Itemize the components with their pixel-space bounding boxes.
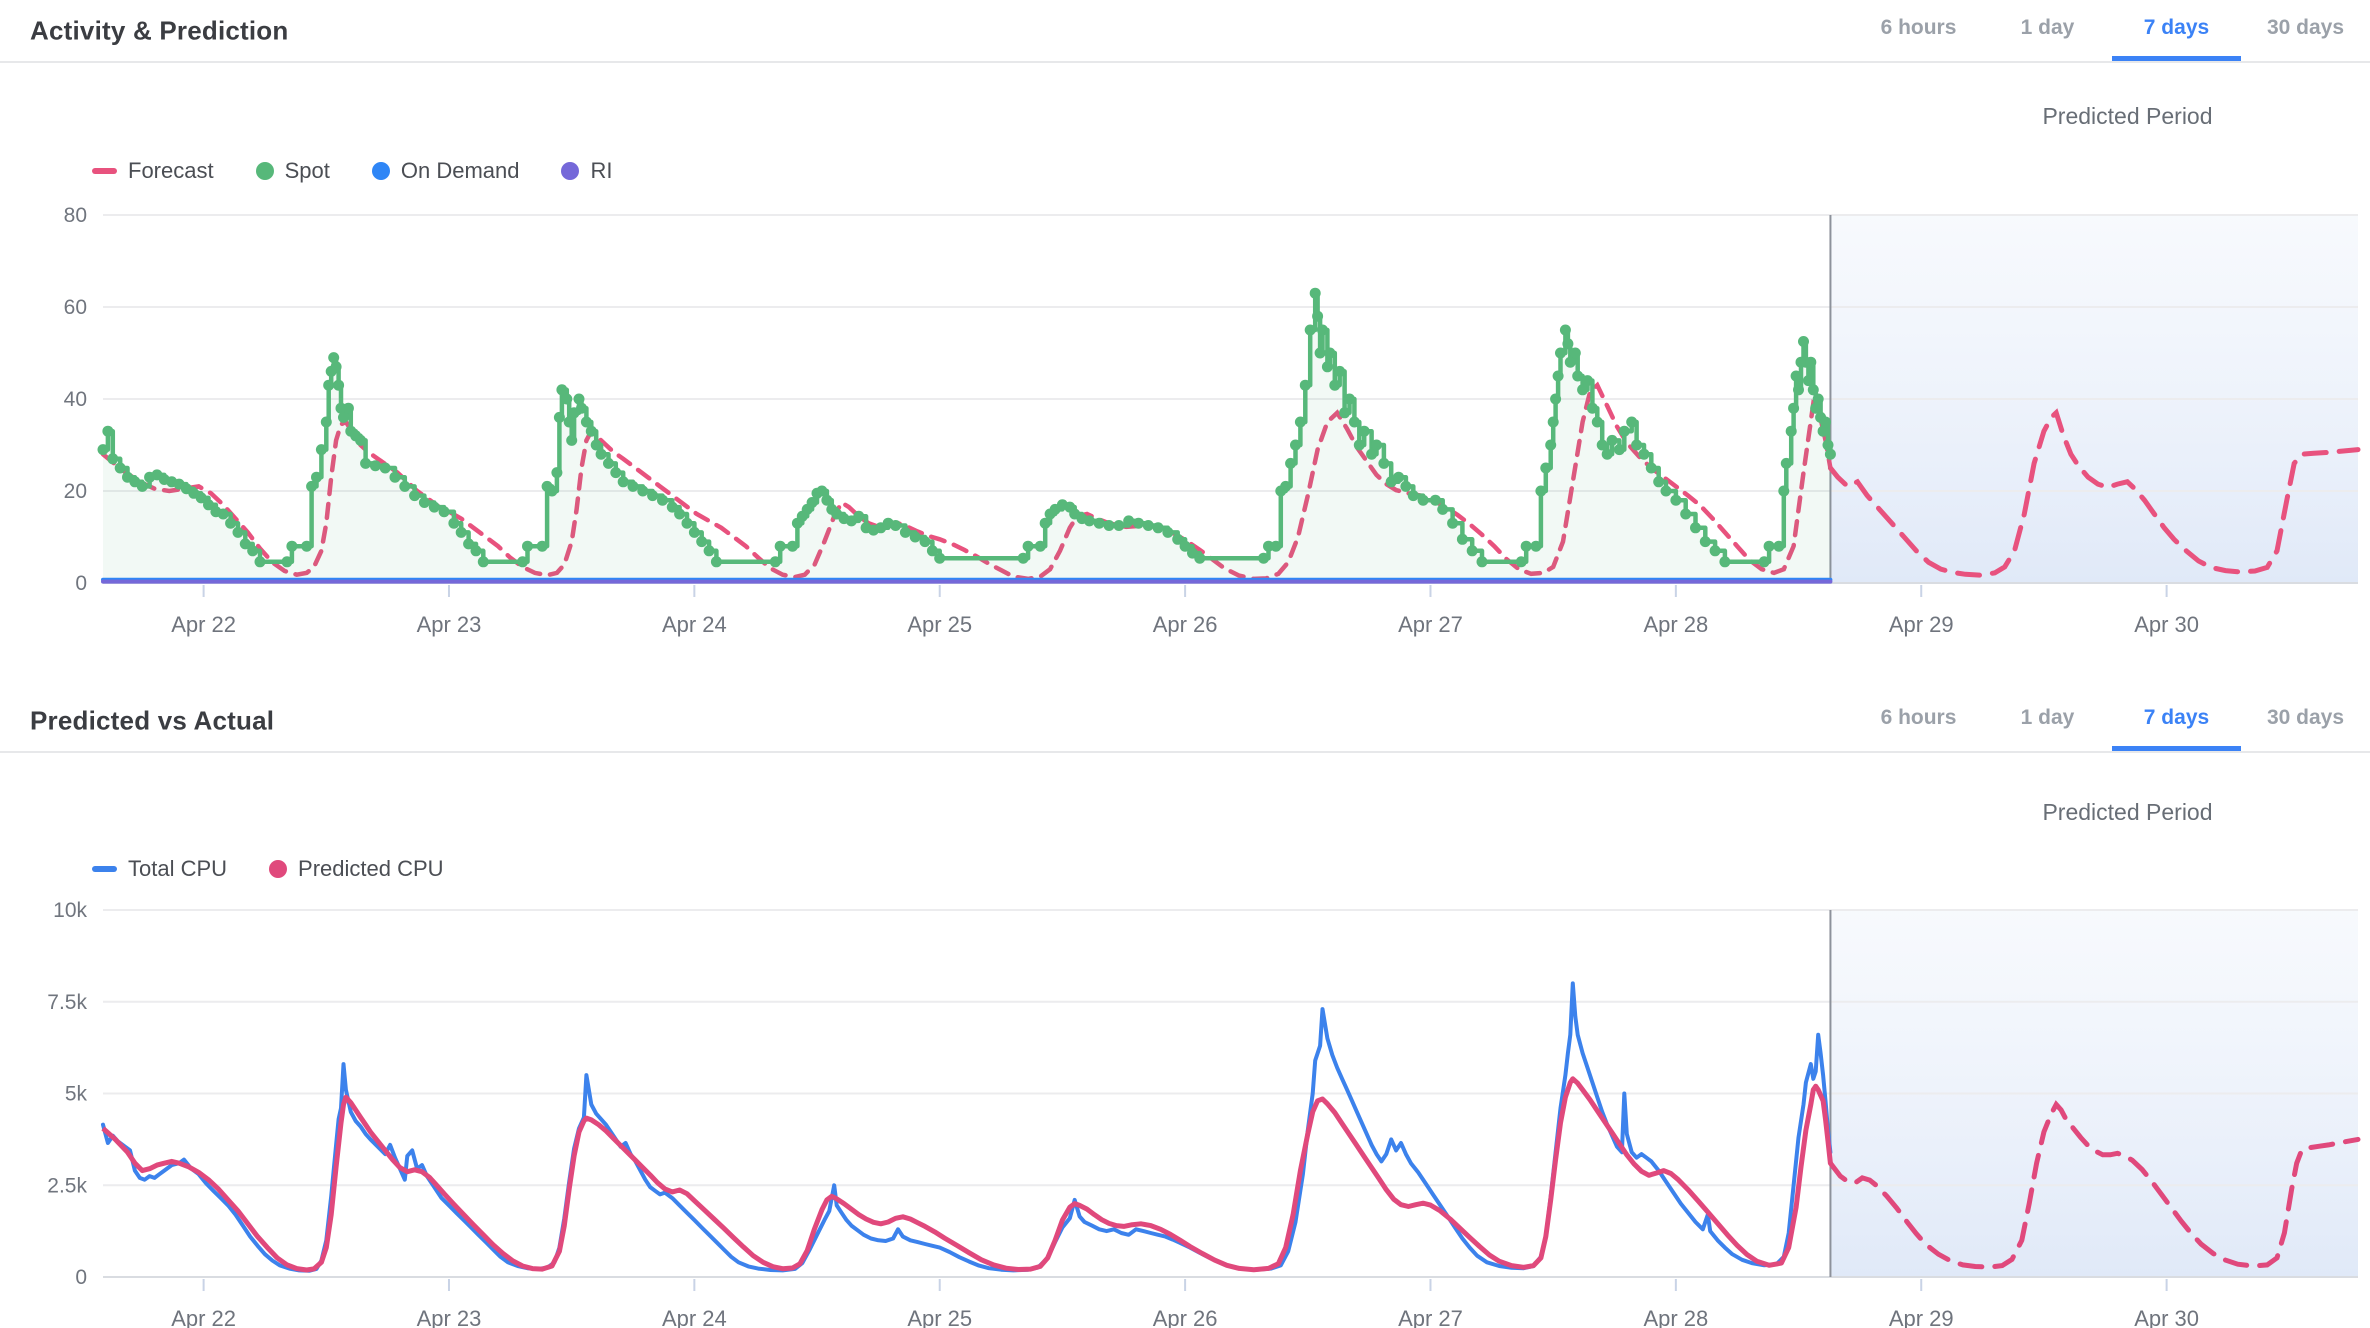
predicted-period-label: Predicted Period: [2042, 103, 2213, 129]
svg-text:Apr 23: Apr 23: [417, 1306, 482, 1328]
total-cpu-dash-icon: [92, 866, 117, 872]
svg-text:Apr 27: Apr 27: [1398, 612, 1463, 637]
svg-text:Apr 23: Apr 23: [417, 612, 482, 637]
activity-prediction-chart-canvas[interactable]: 0 20 40 60 80 Apr 22 Apr 23 Apr 24 Apr 25 Apr 26 A…: [0, 0, 2370, 664]
legend-label: Spot: [284, 158, 330, 183]
predicted-period-label: Predicted Period: [2042, 799, 2213, 825]
legend-label: RI: [590, 158, 613, 183]
svg-text:2.5k: 2.5k: [47, 1174, 87, 1197]
svg-text:Apr 24: Apr 24: [662, 1306, 727, 1328]
predicted-vs-actual-panel: 0 2.5k 5k 7.5k 10k Apr 22 Apr 23 Apr 24 Apr 25 Ap…: [0, 690, 2370, 1328]
legend-item-spot[interactable]: Spot: [255, 158, 330, 184]
chart-legend: Forecast Spot On Demand RI: [92, 158, 612, 184]
svg-text:0: 0: [75, 572, 87, 595]
predicted-vs-actual-chart-canvas[interactable]: 0 2.5k 5k 7.5k 10k Apr 22 Apr 23 Apr 24 Apr 25 Ap…: [0, 690, 2370, 1328]
svg-text:Apr 22: Apr 22: [171, 1306, 236, 1328]
panel-title: Predicted vs Actual: [30, 705, 275, 735]
time-range-tabs: 6 hours 1 day 7 days 30 days: [1854, 0, 2370, 61]
panel-title: Activity & Prediction: [30, 15, 289, 45]
chart-legend: Total CPU Predicted CPU: [92, 856, 444, 882]
legend-item-on-demand[interactable]: On Demand: [371, 158, 520, 184]
legend-label: On Demand: [400, 158, 520, 183]
tab-7-days[interactable]: 7 days: [2112, 0, 2241, 61]
tab-1-day[interactable]: 1 day: [2020, 706, 2075, 729]
svg-text:Apr 26: Apr 26: [1153, 612, 1218, 637]
svg-text:Apr 29: Apr 29: [1889, 1306, 1954, 1328]
svg-text:5k: 5k: [65, 1083, 88, 1106]
legend-label: Total CPU: [128, 856, 228, 881]
legend-item-ri[interactable]: RI: [561, 158, 612, 184]
svg-text:Apr 25: Apr 25: [907, 612, 972, 637]
svg-text:Apr 24: Apr 24: [662, 612, 727, 637]
svg-text:7.5k: 7.5k: [47, 991, 87, 1014]
svg-text:Apr 22: Apr 22: [171, 612, 236, 637]
legend-label: Predicted CPU: [298, 856, 444, 881]
predicted-cpu-dot-icon: [269, 860, 288, 878]
svg-text:10k: 10k: [53, 899, 87, 922]
time-range-tabs: 6 hours 1 day 7 days 30 days: [1854, 690, 2370, 751]
on-demand-dot-icon: [371, 162, 390, 180]
svg-text:Apr 30: Apr 30: [2134, 1306, 2199, 1328]
legend-item-predicted-cpu[interactable]: Predicted CPU: [269, 856, 444, 882]
legend-label: Forecast: [128, 158, 214, 183]
spot-dot-icon: [255, 162, 274, 180]
tab-1-day[interactable]: 1 day: [2020, 16, 2075, 39]
svg-text:Apr 26: Apr 26: [1153, 1306, 1218, 1328]
ri-dot-icon: [561, 162, 580, 180]
svg-text:Apr 29: Apr 29: [1889, 612, 1954, 637]
svg-text:60: 60: [64, 296, 87, 319]
svg-text:20: 20: [64, 480, 87, 503]
svg-text:Apr 27: Apr 27: [1398, 1306, 1463, 1328]
legend-item-total-cpu[interactable]: Total CPU: [92, 856, 227, 882]
svg-text:Apr 25: Apr 25: [907, 1306, 972, 1328]
svg-text:80: 80: [64, 204, 87, 227]
panel-header: Predicted vs Actual 6 hours 1 day 7 days…: [0, 690, 2370, 753]
svg-text:0: 0: [75, 1266, 87, 1289]
tab-6-hours[interactable]: 6 hours: [1880, 706, 1957, 729]
svg-text:Apr 28: Apr 28: [1643, 1306, 1708, 1328]
tab-30-days[interactable]: 30 days: [2266, 16, 2345, 39]
legend-item-forecast[interactable]: Forecast: [92, 158, 214, 184]
activity-prediction-panel: 0 20 40 60 80 Apr 22 Apr 23 Apr 24 Apr 25 Apr 26 A…: [0, 0, 2370, 664]
svg-text:Apr 30: Apr 30: [2134, 612, 2199, 637]
panel-header: Activity & Prediction 6 hours 1 day 7 da…: [0, 0, 2370, 63]
tab-7-days[interactable]: 7 days: [2112, 690, 2241, 751]
svg-text:40: 40: [64, 388, 87, 411]
forecast-dash-icon: [92, 168, 117, 174]
svg-text:Apr 28: Apr 28: [1643, 612, 1708, 637]
tab-6-hours[interactable]: 6 hours: [1880, 16, 1957, 39]
tab-30-days[interactable]: 30 days: [2266, 706, 2345, 729]
